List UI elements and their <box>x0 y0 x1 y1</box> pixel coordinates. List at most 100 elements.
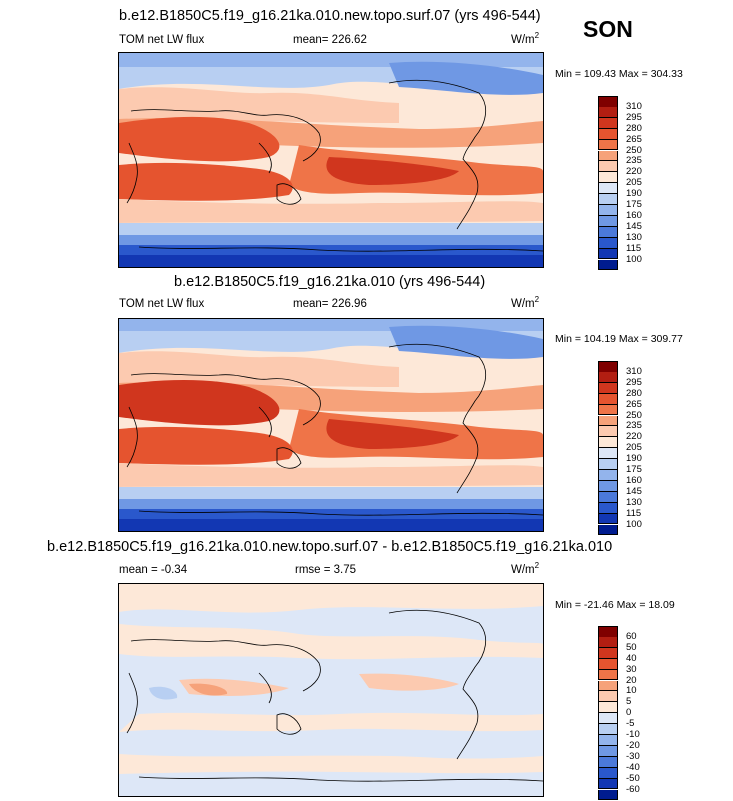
panel-2-units: W/m2 <box>511 295 540 310</box>
colorbar-swatch <box>598 139 618 151</box>
colorbar-swatch <box>598 778 618 790</box>
colorbar-swatch <box>598 117 618 129</box>
panel-2-map <box>118 318 544 532</box>
colorbar-swatch <box>598 106 618 118</box>
colorbar-swatch <box>598 437 618 449</box>
colorbar-swatch <box>598 470 618 481</box>
colorbar-swatch <box>598 702 618 714</box>
colorbar-tick-label: 175 <box>626 199 642 210</box>
colorbar-swatch <box>598 259 618 271</box>
colorbar-tick-label: 280 <box>626 122 642 134</box>
colorbar-swatch <box>598 128 618 140</box>
colorbar-swatch <box>598 448 618 460</box>
colorbar-swatch <box>598 426 618 438</box>
colorbar-swatch <box>598 789 618 801</box>
colorbar-swatch <box>598 669 618 681</box>
panel-2-variable-label: TOM net LW flux <box>119 298 205 310</box>
colorbar-swatch <box>598 767 618 779</box>
colorbar-swatch <box>598 745 618 757</box>
panel-3-units: W/m2 <box>511 561 540 576</box>
colorbar-swatch <box>598 194 618 205</box>
colorbar-swatch <box>598 491 618 503</box>
colorbar-tick-label: 295 <box>626 111 642 123</box>
colorbar-tick-label: 160 <box>626 474 642 486</box>
colorbar-tick-label: -50 <box>626 772 640 784</box>
panel-2-title: b.e12.B1850C5.f19_g16.21ka.010 (yrs 496-… <box>174 274 486 290</box>
colorbar-tick-label: 130 <box>626 496 642 508</box>
colorbar-tick-label: 235 <box>626 155 642 167</box>
panel-3-heatmap <box>119 584 543 796</box>
colorbar-tick-label: 115 <box>626 242 642 254</box>
colorbar-swatch <box>598 371 618 383</box>
colorbar-swatch <box>598 226 618 238</box>
colorbar-swatch <box>598 691 618 703</box>
colorbar-tick-label: 250 <box>626 144 642 156</box>
colorbar-tick-label: 10 <box>626 685 637 697</box>
season-label: SON <box>583 16 633 42</box>
colorbar-tick-label: 265 <box>626 133 642 145</box>
colorbar-tick-label: 0 <box>626 707 632 719</box>
colorbar-swatch <box>598 393 618 405</box>
colorbar-tick-label: 50 <box>626 641 637 653</box>
colorbar-swatch <box>598 636 618 648</box>
colorbar-tick-label: 250 <box>626 409 642 421</box>
colorbar-swatch <box>598 459 618 470</box>
panel-3-minmax: Min = -21.46 Max = 18.09 <box>555 599 675 611</box>
colorbar-tick-label: 30 <box>626 663 637 675</box>
panel-3-rmse-label: rmse = 3.75 <box>295 564 357 576</box>
colorbar-swatch <box>598 724 618 735</box>
colorbar-tick-label: 100 <box>626 253 642 265</box>
colorbar-tick-label: 160 <box>626 209 642 221</box>
colorbar-tick-label: 310 <box>626 100 642 112</box>
colorbar-swatch <box>598 680 618 692</box>
colorbar-tick-label: -10 <box>626 729 640 740</box>
panel-3-title: b.e12.B1850C5.f19_g16.21ka.010.new.topo.… <box>47 539 613 555</box>
colorbar-tick-label: -5 <box>626 718 635 730</box>
colorbar-tick-label: 235 <box>626 420 642 432</box>
colorbar-tick-label: 40 <box>626 652 637 664</box>
colorbar-tick-label: -20 <box>626 739 640 751</box>
colorbar-swatch <box>598 415 618 427</box>
panel-2-minmax: Min = 104.19 Max = 309.77 <box>555 333 683 345</box>
colorbar-swatch <box>598 382 618 394</box>
colorbar-swatch <box>598 735 618 746</box>
colorbar-swatch <box>598 713 618 725</box>
colorbar-tick-label: 60 <box>626 630 637 642</box>
colorbar-tick-label: 175 <box>626 464 642 475</box>
panel-1-variable-label: TOM net LW flux <box>119 34 205 46</box>
colorbar-tick-label: 220 <box>626 166 642 178</box>
panel-1-title: b.e12.B1850C5.f19_g16.21ka.010.new.topo.… <box>119 8 541 24</box>
colorbar-tick-label: 220 <box>626 431 642 443</box>
colorbar-tick-label: 190 <box>626 453 642 465</box>
colorbar-tick-label: 20 <box>626 674 637 686</box>
colorbar-tick-label: 145 <box>626 485 642 497</box>
colorbar-tick-label: -40 <box>626 761 640 773</box>
colorbar-tick-label: 5 <box>626 696 632 708</box>
panel-1-minmax: Min = 109.43 Max = 304.33 <box>555 68 683 80</box>
panel-3-mean-label: mean = -0.34 <box>119 564 188 576</box>
colorbar-swatch <box>598 237 618 249</box>
colorbar-tick-label: 205 <box>626 177 642 189</box>
colorbar-swatch <box>598 524 618 536</box>
colorbar-tick-label: 205 <box>626 442 642 454</box>
colorbar-swatch <box>598 756 618 768</box>
panel-1-heatmap <box>119 53 543 267</box>
colorbar-swatch <box>598 480 618 492</box>
colorbar-tick-label: 295 <box>626 376 642 388</box>
colorbar-swatch <box>598 502 618 514</box>
colorbar-swatch <box>598 183 618 195</box>
colorbar-tick-label: -30 <box>626 750 640 762</box>
colorbar-tick-label: 100 <box>626 518 642 530</box>
colorbar-swatch <box>598 248 618 260</box>
colorbar-swatch <box>598 647 618 659</box>
colorbar-tick-label: 145 <box>626 220 642 232</box>
colorbar-swatch <box>598 215 618 227</box>
panel-2-mean-label: mean= 226.96 <box>293 298 367 310</box>
colorbar-tick-label: 115 <box>626 507 642 519</box>
colorbar-swatch <box>598 658 618 670</box>
colorbar-tick-label: 310 <box>626 365 642 377</box>
colorbar-swatch <box>598 150 618 162</box>
colorbar-swatch <box>598 404 618 416</box>
colorbar-tick-label: -60 <box>626 783 640 795</box>
colorbar-tick-label: 280 <box>626 387 642 399</box>
